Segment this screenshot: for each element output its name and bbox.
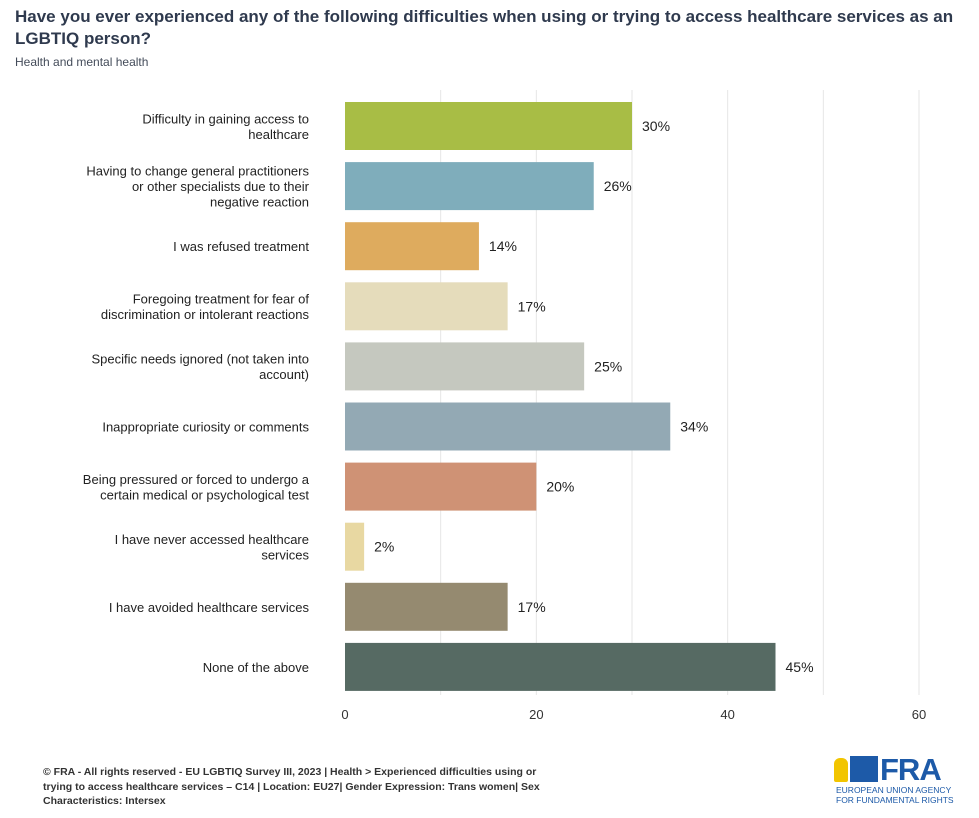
chart-subtitle: Health and mental health [15,55,149,69]
logo-subtext: EUROPEAN UNION AGENCY FOR FUNDAMENTAL RI… [836,785,954,805]
chart-title: Have you ever experienced any of the fol… [15,7,954,48]
bar [345,282,508,331]
bar-chart: 0 20 40 60 30% Difficulty in gaining access t… [83,90,926,722]
bar [345,642,776,691]
data-label: 25% [594,358,622,374]
bar [345,582,508,631]
category-label: discrimination or intolerant reactions [101,307,310,322]
data-label: 45% [786,659,814,675]
category-label: I have never accessed healthcare [115,532,309,547]
logo-subtext-line: EUROPEAN UNION AGENCY [836,785,952,795]
x-tick-label: 40 [720,707,734,722]
logo-subtext-line: FOR FUNDAMENTAL RIGHTS [836,795,954,805]
data-label: 30% [642,118,670,134]
category-label: Being pressured or forced to undergo a [83,472,310,487]
category-label: account) [259,367,309,382]
source-line: © FRA - All rights reserved - EU LGBTIQ … [43,766,537,778]
category-label: certain medical or psychological test [100,487,309,502]
bar [345,342,585,391]
data-label: 20% [546,479,574,495]
fra-logo[interactable]: FRA EUROPEAN UNION AGENCY FOR FUNDAMENTA… [828,752,954,809]
data-label: 26% [604,178,632,194]
bar [345,462,537,511]
source-line: Characteristics: Intersex [43,795,166,807]
x-tick-label: 60 [912,707,926,722]
category-label: negative reaction [210,195,309,210]
category-label: Difficulty in gaining access to [142,111,309,126]
category-label: or other specialists due to their [132,179,310,194]
category-label: Foregoing treatment for fear of [133,292,310,307]
x-tick-label: 0 [341,707,348,722]
logo-text: FRA [880,752,942,787]
source-note: © FRA - All rights reserved - EU LGBTIQ … [43,765,583,809]
category-label: I have avoided healthcare services [109,600,310,615]
data-label: 2% [374,539,394,555]
category-label: Inappropriate curiosity or comments [102,420,309,435]
category-label: healthcare [248,127,309,142]
bar [345,222,479,271]
source-line: trying to access healthcare services – C… [43,780,540,793]
data-label: 14% [489,238,517,254]
category-label: I was refused treatment [173,239,309,254]
x-tick-label: 20 [529,707,543,722]
data-label: 17% [518,599,546,615]
bar [345,402,671,451]
bar [345,102,632,150]
bar [345,522,365,571]
category-label: Having to change general practitioners [86,164,309,179]
category-label: services [261,547,309,562]
bar [345,162,594,211]
data-label: 17% [518,298,546,314]
logo-figure-icon [834,758,848,782]
category-label: Specific needs ignored (not taken into [91,352,309,367]
category-label: None of the above [203,660,309,675]
data-label: 34% [680,419,708,435]
eu-flag-icon [850,756,878,782]
